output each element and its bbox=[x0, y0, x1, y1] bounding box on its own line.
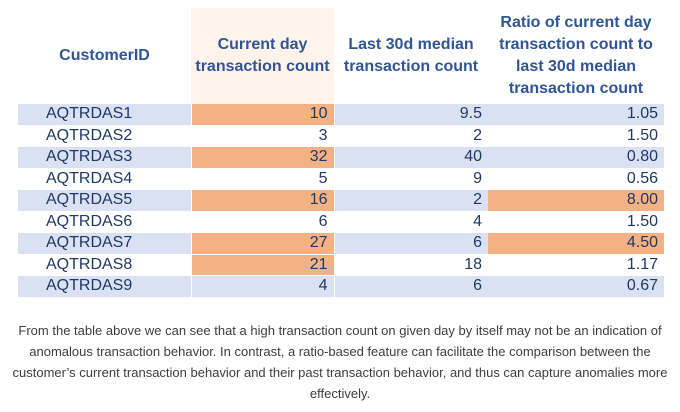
ratio-cell: 8.00 bbox=[488, 189, 664, 212]
table-caption: From the table above we can see that a h… bbox=[12, 323, 668, 401]
ratio-cell: 4.50 bbox=[488, 232, 664, 255]
ratio-cell: 0.67 bbox=[488, 275, 664, 298]
table-row: AQTRDAS6 6 4 1.50 bbox=[18, 211, 664, 233]
transaction-table-figure: CustomerID Current day transaction count… bbox=[18, 8, 664, 310]
current-count-cell: 4 bbox=[190, 275, 335, 298]
current-count-cell: 21 bbox=[190, 254, 335, 276]
table-row: AQTRDAS2 3 2 1.50 bbox=[18, 125, 664, 147]
ratio-cell: 0.80 bbox=[488, 146, 664, 169]
table-row: AQTRDAS8 21 18 1.17 bbox=[18, 254, 664, 276]
transaction-table: CustomerID Current day transaction count… bbox=[18, 8, 664, 298]
median-count-cell: 9 bbox=[334, 168, 488, 190]
median-count-cell: 9.5 bbox=[334, 104, 488, 126]
median-count-cell: 2 bbox=[334, 189, 488, 212]
customer-id-cell: AQTRDAS9 bbox=[18, 275, 191, 298]
median-count-cell: 18 bbox=[334, 254, 488, 276]
table-header-row: CustomerID Current day transaction count… bbox=[18, 8, 664, 104]
customer-id-cell: AQTRDAS7 bbox=[18, 232, 191, 255]
table-row: AQTRDAS4 5 9 0.56 bbox=[18, 168, 664, 190]
median-count-cell: 6 bbox=[334, 275, 488, 298]
current-count-cell: 6 bbox=[190, 211, 335, 233]
header-current-day-count: Current day transaction count bbox=[191, 8, 334, 104]
current-count-cell: 3 bbox=[190, 125, 335, 147]
ratio-cell: 1.50 bbox=[488, 125, 664, 147]
current-count-cell: 27 bbox=[190, 232, 335, 255]
customer-id-cell: AQTRDAS4 bbox=[18, 168, 191, 190]
current-count-cell: 10 bbox=[190, 104, 335, 126]
header-last-30d-median: Last 30d median transaction count bbox=[334, 8, 488, 104]
table-row: AQTRDAS3 32 40 0.80 bbox=[18, 146, 664, 169]
customer-id-cell: AQTRDAS1 bbox=[18, 104, 191, 126]
current-count-cell: 32 bbox=[190, 146, 335, 169]
ratio-cell: 1.17 bbox=[488, 254, 664, 276]
customer-id-cell: AQTRDAS6 bbox=[18, 211, 191, 233]
median-count-cell: 2 bbox=[334, 125, 488, 147]
table-row: AQTRDAS5 16 2 8.00 bbox=[18, 189, 664, 212]
ratio-cell: 1.05 bbox=[488, 104, 664, 126]
current-count-cell: 16 bbox=[190, 189, 335, 212]
customer-id-cell: AQTRDAS5 bbox=[18, 189, 191, 212]
table-row: AQTRDAS1 10 9.5 1.05 bbox=[18, 104, 664, 126]
header-ratio: Ratio of current day transaction count t… bbox=[488, 8, 664, 104]
median-count-cell: 40 bbox=[334, 146, 488, 169]
table-row: AQTRDAS9 4 6 0.67 bbox=[18, 275, 664, 298]
median-count-cell: 4 bbox=[334, 211, 488, 233]
current-count-cell: 5 bbox=[190, 168, 335, 190]
customer-id-cell: AQTRDAS2 bbox=[18, 125, 191, 147]
header-customer-id: CustomerID bbox=[18, 8, 191, 104]
customer-id-cell: AQTRDAS8 bbox=[18, 254, 191, 276]
median-count-cell: 6 bbox=[334, 232, 488, 255]
ratio-cell: 0.56 bbox=[488, 168, 664, 190]
ratio-cell: 1.50 bbox=[488, 211, 664, 233]
customer-id-cell: AQTRDAS3 bbox=[18, 146, 191, 169]
table-row: AQTRDAS7 27 6 4.50 bbox=[18, 232, 664, 255]
